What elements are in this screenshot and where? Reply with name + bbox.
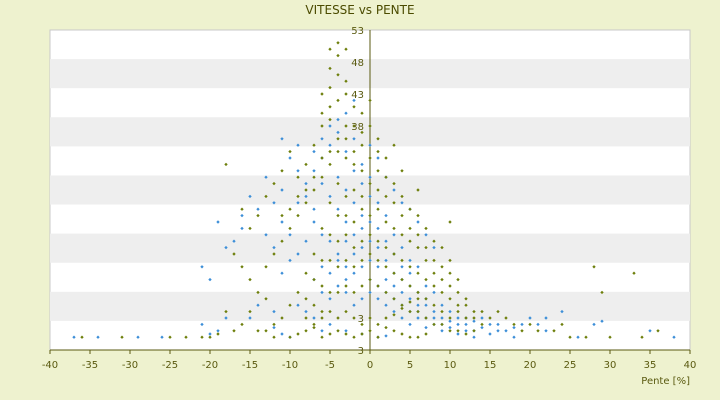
- data-point: [640, 335, 644, 339]
- x-tick-label: -35: [82, 360, 98, 371]
- chart-title: VITESSE vs PENTE: [305, 3, 415, 17]
- x-tick-label: 5: [407, 360, 413, 371]
- x-tick-label: 0: [367, 360, 373, 371]
- y-tick-label: 53: [351, 26, 364, 37]
- data-point: [320, 92, 324, 96]
- y-tick-label: 3: [358, 314, 364, 325]
- x-tick-label: 35: [644, 360, 657, 371]
- data-point: [200, 322, 204, 327]
- data-point: [208, 332, 212, 336]
- data-point: [200, 265, 204, 269]
- data-point: [232, 252, 236, 256]
- data-point: [224, 309, 228, 314]
- data-point: [344, 124, 348, 128]
- x-tick-label: 10: [444, 360, 457, 371]
- x-tick-label: -15: [242, 360, 258, 371]
- x-tick-label: -5: [325, 360, 335, 371]
- y-tick-label: 38: [351, 122, 364, 133]
- data-point: [248, 226, 252, 231]
- data-point: [136, 335, 140, 339]
- x-tick-label: -20: [202, 360, 218, 371]
- data-point: [336, 117, 340, 122]
- data-point: [352, 124, 356, 128]
- x-tick-label: -40: [42, 360, 58, 371]
- x-tick-label: 20: [524, 360, 537, 371]
- x-tick-label: -30: [122, 360, 138, 371]
- data-point: [512, 325, 516, 330]
- data-point: [248, 316, 252, 320]
- data-point: [208, 335, 212, 339]
- y-tick-label: 48: [351, 58, 364, 69]
- data-point: [512, 335, 516, 339]
- data-point: [240, 265, 244, 269]
- data-point: [184, 335, 188, 339]
- data-point: [320, 111, 324, 115]
- x-tick-label: 25: [564, 360, 577, 371]
- data-point: [200, 335, 204, 339]
- data-point: [600, 319, 604, 323]
- data-point: [608, 335, 612, 339]
- x-tick-label: -25: [162, 360, 178, 371]
- data-point: [248, 309, 252, 314]
- data-point: [344, 47, 348, 51]
- data-point: [240, 322, 244, 327]
- data-point: [328, 85, 332, 90]
- data-point: [672, 335, 676, 339]
- data-point: [248, 277, 252, 282]
- y-tick-label: 43: [351, 90, 364, 101]
- y-tick-label: 3: [358, 346, 364, 357]
- data-point: [240, 207, 244, 211]
- data-point: [160, 335, 164, 339]
- x-tick-label: 30: [604, 360, 617, 371]
- x-tick-label: 15: [484, 360, 497, 371]
- data-point: [560, 309, 564, 314]
- data-point: [360, 111, 364, 115]
- data-point: [568, 335, 572, 339]
- data-point: [584, 335, 588, 339]
- data-point: [208, 277, 212, 282]
- data-point: [224, 162, 228, 167]
- data-point: [328, 47, 332, 51]
- x-tick-label: 40: [684, 360, 697, 371]
- data-point: [168, 335, 172, 339]
- data-point: [232, 239, 236, 243]
- data-point: [328, 117, 332, 122]
- data-point: [232, 329, 236, 333]
- data-point: [216, 332, 220, 336]
- x-axis: -40 -35 -30 -25 -20 -15 -10 -5 0 5 10 15 20 25 30 35 40: [42, 349, 697, 371]
- data-point: [344, 92, 348, 96]
- data-point: [224, 316, 228, 320]
- data-point: [216, 329, 220, 333]
- x-axis-label: Pente [%]: [641, 376, 690, 387]
- data-point: [528, 316, 532, 320]
- data-point: [544, 316, 548, 320]
- data-point: [320, 124, 324, 128]
- data-point: [576, 335, 580, 339]
- data-point: [336, 53, 340, 58]
- data-point: [248, 194, 252, 199]
- data-point: [336, 41, 340, 45]
- data-point: [632, 271, 636, 275]
- data-point: [240, 226, 244, 231]
- x-tick-label: -10: [282, 360, 298, 371]
- data-point: [368, 124, 372, 128]
- data-point: [216, 220, 220, 224]
- data-point: [344, 79, 348, 83]
- data-point: [328, 124, 332, 128]
- data-point: [344, 111, 348, 115]
